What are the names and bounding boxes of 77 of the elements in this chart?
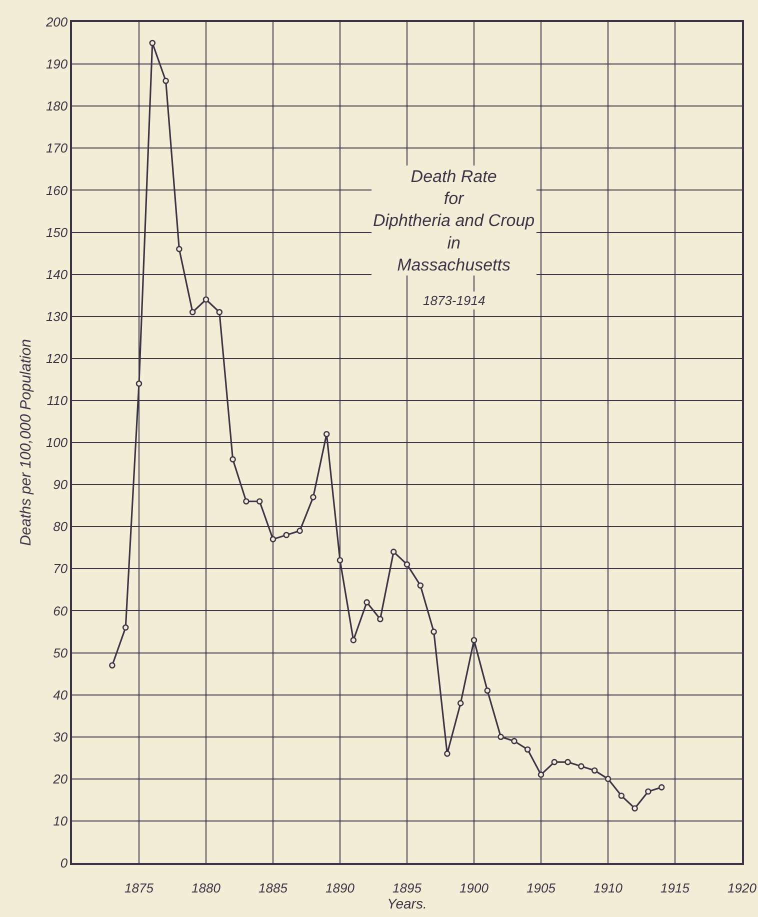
point	[538, 772, 544, 778]
point	[511, 738, 518, 744]
point	[149, 40, 156, 46]
point	[524, 746, 531, 753]
point	[417, 582, 424, 589]
y-axis-title: Deaths per 100,000 Population	[18, 339, 35, 546]
y-tick-label: 40	[53, 687, 68, 702]
x-tick-label: 1895	[392, 880, 422, 896]
y-tick-label: 140	[46, 266, 68, 282]
point	[578, 763, 584, 770]
point	[296, 528, 303, 534]
point	[390, 548, 397, 555]
y-tick-label: 0	[60, 856, 68, 871]
x-tick-label: 1875	[124, 880, 154, 896]
y-tick-label: 80	[53, 519, 68, 534]
point	[591, 767, 598, 774]
x-tick-label: 1880	[192, 880, 222, 896]
point	[202, 296, 210, 303]
point	[256, 498, 263, 505]
y-tick-label: 60	[53, 603, 68, 618]
y-tick-label: 20	[52, 771, 68, 786]
point	[323, 430, 330, 438]
x-tick-label: 1910	[594, 880, 624, 896]
y-tick-label: 100	[46, 435, 68, 450]
point	[162, 78, 169, 84]
y-tick-label: 200	[44, 14, 68, 30]
point	[243, 498, 250, 505]
point	[551, 758, 558, 766]
x-tick-label: 1885	[258, 880, 288, 896]
x-tick-label: 1920	[728, 880, 758, 896]
point	[189, 309, 196, 316]
point	[364, 599, 370, 606]
text: 1873-1914	[423, 293, 486, 308]
y-tick-label: 150	[46, 224, 68, 240]
point	[604, 776, 612, 782]
point	[404, 561, 410, 568]
x-tick-label: 1915	[660, 880, 690, 896]
y-tick-label: 50	[53, 645, 68, 660]
y-tick-label: 170	[46, 140, 68, 156]
point	[283, 532, 290, 538]
point	[645, 788, 652, 795]
point	[444, 750, 450, 757]
point	[564, 758, 571, 766]
y-tick-label: 190	[46, 56, 68, 72]
point	[176, 246, 182, 252]
y-tick-label: 90	[53, 477, 68, 492]
y-tick-label: 70	[53, 561, 68, 576]
point	[658, 784, 665, 790]
point	[122, 624, 129, 631]
x-axis-title: Years.	[387, 895, 427, 912]
y-tick-label: 160	[46, 182, 68, 198]
point	[377, 616, 384, 622]
x-tick-label: 1900	[460, 880, 490, 896]
point	[484, 687, 491, 694]
text: Death Rate for Diphtheria and Croup in Massachusetts	[373, 167, 535, 274]
x-tick-label: 1890	[326, 880, 356, 896]
point	[109, 662, 116, 669]
point	[457, 700, 464, 706]
point	[430, 628, 437, 635]
y-tick-label: 120	[46, 350, 68, 366]
x-tick-label: 1905	[526, 880, 556, 896]
point	[136, 380, 142, 387]
y-tick-label: 130	[46, 308, 68, 324]
y-tick-label: 180	[46, 98, 68, 114]
y-tick-label: 30	[53, 729, 68, 744]
point	[350, 636, 357, 644]
point	[336, 557, 344, 564]
y-tick-label: 10	[53, 814, 68, 828]
point	[618, 792, 625, 799]
point	[310, 494, 316, 500]
y-tick-label: 110	[46, 393, 68, 408]
point	[498, 734, 504, 740]
point	[216, 309, 223, 316]
point	[230, 456, 236, 462]
point	[632, 805, 638, 812]
point	[270, 536, 276, 542]
point	[470, 636, 478, 644]
